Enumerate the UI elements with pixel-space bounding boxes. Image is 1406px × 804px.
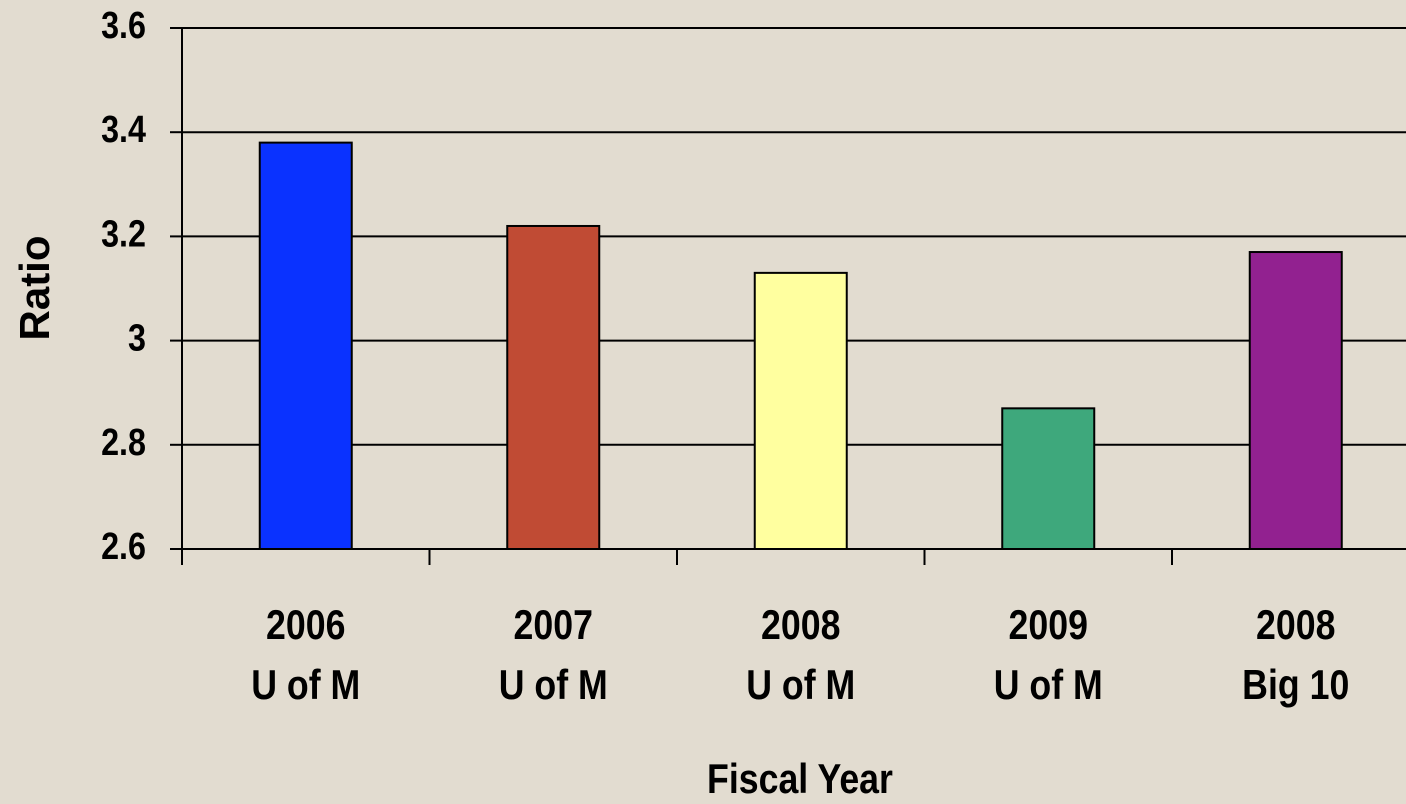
y-tick-label: 3.6 <box>101 5 146 47</box>
x-tick-label: 2008 <box>1256 602 1335 648</box>
x-tick-label: Big 10 <box>1242 662 1349 708</box>
y-tick-label: 3.2 <box>101 213 146 255</box>
y-tick-label: 3.4 <box>101 109 146 151</box>
x-tick-label: U of M <box>499 662 608 708</box>
y-tick-label: 2.6 <box>101 526 146 568</box>
bar <box>753 271 848 550</box>
x-axis-title: Fiscal Year <box>707 756 893 802</box>
y-tick-label: 3 <box>128 317 146 359</box>
x-tick-label: 2007 <box>514 602 593 648</box>
bar <box>1001 407 1096 550</box>
bar <box>258 141 353 550</box>
bar <box>1248 251 1343 550</box>
bar <box>506 224 601 550</box>
y-axis-title: Ratio <box>11 236 58 341</box>
x-tick-label: U of M <box>251 662 360 708</box>
x-tick-label: U of M <box>994 662 1103 708</box>
x-tick-label: 2008 <box>761 602 840 648</box>
x-tick-label: 2009 <box>1009 602 1088 648</box>
x-tick-label: U of M <box>746 662 855 708</box>
x-tick-label: 2006 <box>266 602 345 648</box>
y-tick-label: 2.8 <box>101 421 146 463</box>
